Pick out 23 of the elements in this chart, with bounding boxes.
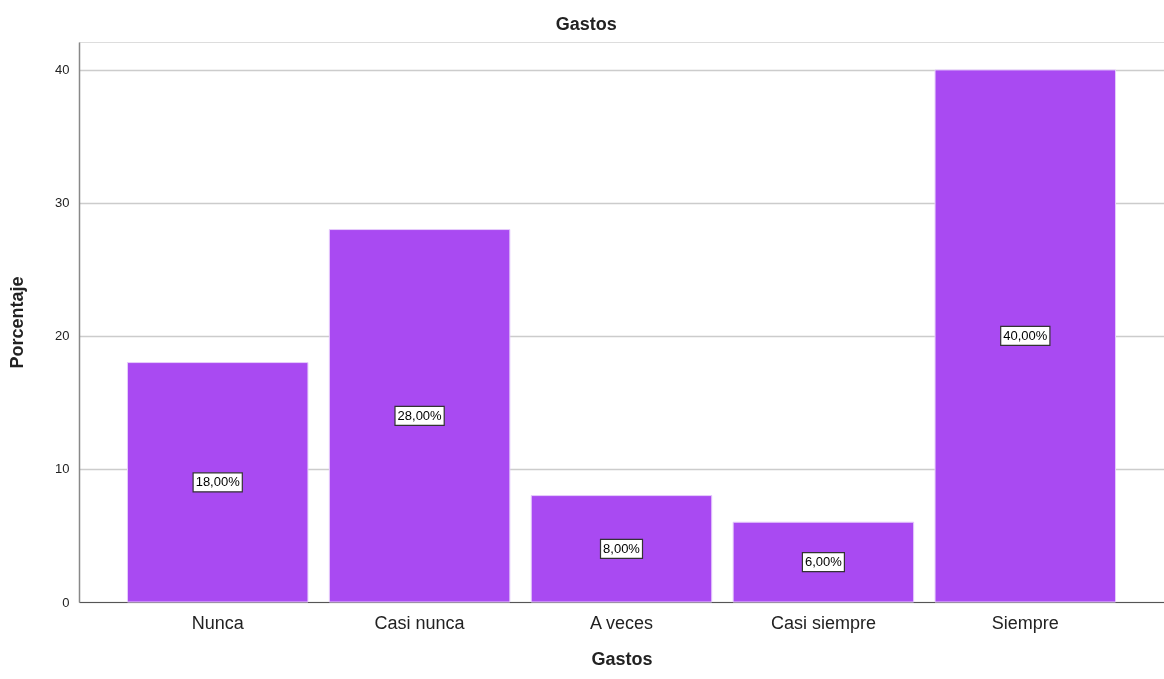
chart-title: Gastos <box>555 14 617 34</box>
y-tick-label: 0 <box>62 594 70 610</box>
y-axis-title: Porcentaje <box>7 276 28 369</box>
data-label: 18,00% <box>195 474 241 490</box>
bar <box>934 69 1117 603</box>
x-tick-label: A veces <box>589 612 654 633</box>
data-label: 8,00% <box>603 540 641 556</box>
data-label: 6,00% <box>804 554 843 570</box>
x-tick-label: Nunca <box>191 612 245 633</box>
x-axis-title: Gastos <box>591 648 653 669</box>
data-label: 28,00% <box>397 407 443 423</box>
bar <box>126 362 309 603</box>
data-label: 40,00% <box>1003 327 1048 343</box>
y-tick-label: 40 <box>55 62 70 78</box>
bar <box>732 521 915 603</box>
y-tick-label: 20 <box>55 328 70 344</box>
y-tick-label: 30 <box>55 195 70 211</box>
y-tick-label: 10 <box>55 461 70 477</box>
bar <box>328 229 511 603</box>
x-tick-label: Casi siempre <box>770 612 876 633</box>
x-tick-label: Casi nunca <box>374 612 466 633</box>
x-tick-label: Siempre <box>991 612 1059 633</box>
bar <box>530 495 713 603</box>
